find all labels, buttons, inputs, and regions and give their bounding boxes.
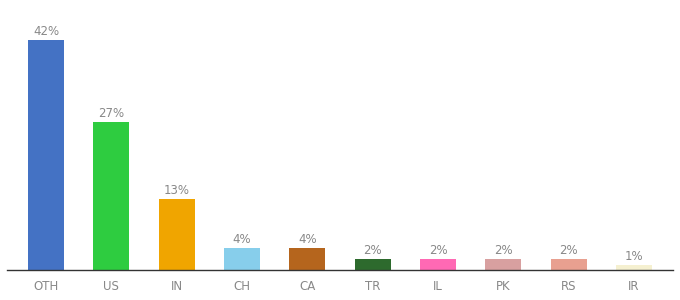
- Text: 2%: 2%: [494, 244, 513, 257]
- Bar: [616, 265, 652, 270]
- Text: 2%: 2%: [363, 244, 382, 257]
- Text: 4%: 4%: [298, 233, 317, 246]
- Text: 2%: 2%: [428, 244, 447, 257]
- Bar: [158, 199, 194, 270]
- Text: 2%: 2%: [559, 244, 578, 257]
- Bar: [93, 122, 129, 270]
- Bar: [486, 260, 522, 270]
- Text: 27%: 27%: [99, 107, 124, 120]
- Bar: [224, 248, 260, 270]
- Text: 4%: 4%: [233, 233, 252, 246]
- Text: 13%: 13%: [164, 184, 190, 197]
- Bar: [551, 260, 587, 270]
- Bar: [355, 260, 390, 270]
- Bar: [28, 40, 64, 270]
- Bar: [290, 248, 325, 270]
- Text: 42%: 42%: [33, 25, 59, 38]
- Bar: [420, 260, 456, 270]
- Text: 1%: 1%: [624, 250, 643, 263]
